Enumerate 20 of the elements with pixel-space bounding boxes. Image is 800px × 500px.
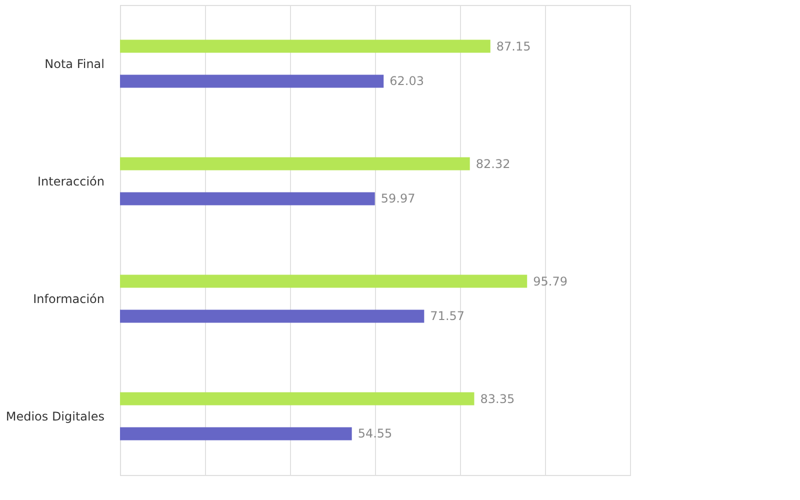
data-label: 87.15 (496, 39, 531, 54)
data-label: 71.57 (430, 309, 465, 324)
bar (120, 274, 528, 288)
y-tick-label: Información (33, 292, 104, 306)
bar (120, 40, 490, 53)
bar (120, 427, 352, 440)
data-label: 54.55 (358, 426, 392, 441)
y-tick-label: Nota Final (44, 56, 104, 71)
bar (120, 310, 424, 323)
bar (120, 74, 384, 88)
bar (120, 192, 375, 206)
data-label: 82.32 (476, 156, 510, 171)
y-tick-label: Interacción (38, 174, 104, 188)
data-label: 95.79 (533, 274, 568, 288)
data-label: 83.35 (480, 392, 515, 406)
data-label: 62.03 (390, 74, 424, 88)
bar (120, 392, 474, 406)
y-tick-label: Medios Digitales (6, 409, 104, 424)
data-label: 59.97 (380, 192, 416, 206)
bar (120, 157, 470, 170)
